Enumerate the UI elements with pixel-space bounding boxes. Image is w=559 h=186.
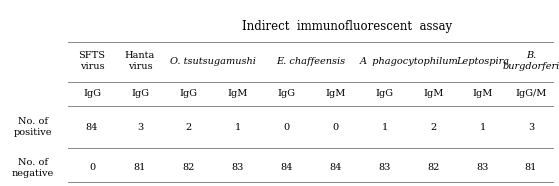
Text: IgG: IgG: [179, 89, 197, 97]
Text: 0: 0: [283, 123, 290, 132]
Text: IgG/M: IgG/M: [515, 89, 547, 97]
Text: IgG: IgG: [277, 89, 296, 97]
Text: 1: 1: [381, 123, 387, 132]
Text: Indirect  immunofluorescent  assay: Indirect immunofluorescent assay: [241, 20, 452, 33]
Text: No. of
negative: No. of negative: [12, 158, 54, 178]
Text: 1: 1: [234, 123, 240, 132]
Text: 2: 2: [430, 123, 437, 132]
Text: 2: 2: [186, 123, 192, 132]
Text: IgM: IgM: [228, 89, 248, 97]
Text: IgG: IgG: [376, 89, 394, 97]
Text: 82: 82: [182, 163, 195, 172]
Text: IgM: IgM: [423, 89, 444, 97]
Text: 83: 83: [378, 163, 391, 172]
Text: 84: 84: [329, 163, 342, 172]
Text: 83: 83: [231, 163, 244, 172]
Text: Leptospira: Leptospira: [456, 57, 509, 65]
Text: SFTS
virus: SFTS virus: [78, 51, 106, 71]
Text: 3: 3: [528, 123, 534, 132]
Text: E. chaffeensis: E. chaffeensis: [277, 57, 345, 65]
Text: 82: 82: [427, 163, 440, 172]
Text: No. of
positive: No. of positive: [14, 117, 52, 137]
Text: 84: 84: [280, 163, 293, 172]
Text: 81: 81: [525, 163, 537, 172]
Text: 83: 83: [476, 163, 489, 172]
Text: IgM: IgM: [472, 89, 492, 97]
Text: IgG: IgG: [83, 89, 101, 97]
Text: B.
burgdorferi: B. burgdorferi: [503, 51, 559, 71]
Text: Hanta
virus: Hanta virus: [125, 51, 155, 71]
Text: IgM: IgM: [325, 89, 345, 97]
Text: 81: 81: [134, 163, 146, 172]
Text: 0: 0: [333, 123, 339, 132]
Text: 3: 3: [137, 123, 143, 132]
Text: 84: 84: [86, 123, 98, 132]
Text: 0: 0: [89, 163, 95, 172]
Text: IgG: IgG: [131, 89, 149, 97]
Text: O. tsutsugamushi: O. tsutsugamushi: [170, 57, 256, 65]
Text: 1: 1: [480, 123, 486, 132]
Text: A  phagocytophilum: A phagocytophilum: [359, 57, 458, 65]
